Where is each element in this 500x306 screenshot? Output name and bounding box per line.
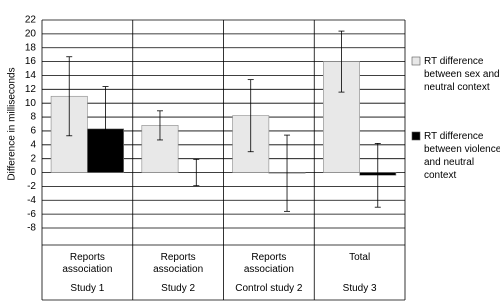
- error-bar: [193, 158, 200, 187]
- x-tick-label: Reports association: [62, 252, 113, 275]
- error-bar: [66, 56, 73, 137]
- x-tick-label: Reports association: [153, 252, 204, 275]
- error-bar: [374, 143, 381, 208]
- error-bar: [247, 79, 254, 153]
- y-tick-label: 0: [30, 167, 36, 178]
- y-tick-label: 12: [25, 84, 37, 95]
- x-group-label: Study 2: [161, 283, 196, 294]
- y-tick-label: 18: [25, 42, 37, 53]
- error-bar: [102, 86, 109, 172]
- legend-swatch: [411, 56, 421, 66]
- y-tick-label: 14: [25, 70, 37, 81]
- x-group-label: Control study 2: [235, 283, 303, 294]
- error-bar: [156, 110, 163, 141]
- x-group-label: Study 1: [70, 283, 105, 294]
- x-group-label: Study 3: [342, 283, 377, 294]
- x-tick-label: Total: [349, 252, 371, 263]
- legend-label: RT difference between sex and neutral co…: [424, 56, 500, 93]
- y-tick-label: 6: [30, 126, 36, 137]
- y-tick-label: -4: [27, 195, 36, 206]
- y-tick-label: -6: [27, 209, 36, 220]
- legend-swatch: [411, 131, 421, 141]
- y-tick-label: 16: [25, 56, 37, 67]
- x-tick-label: Reports association: [243, 252, 294, 275]
- legend-label: RT difference between violence and neutr…: [424, 131, 500, 181]
- y-tick-label: 22: [25, 15, 37, 26]
- y-tick-label: 4: [30, 139, 36, 150]
- error-bar: [338, 30, 345, 93]
- y-tick-label: -8: [27, 223, 36, 234]
- y-tick-label: -2: [27, 181, 36, 192]
- y-tick-label: 10: [25, 98, 37, 109]
- y-tick-label: 2: [30, 153, 36, 164]
- y-tick-label: 8: [30, 112, 36, 123]
- y-tick-label: 20: [25, 29, 37, 40]
- error-bar: [284, 134, 291, 212]
- y-axis-title: Difference in milliseconds: [7, 67, 18, 180]
